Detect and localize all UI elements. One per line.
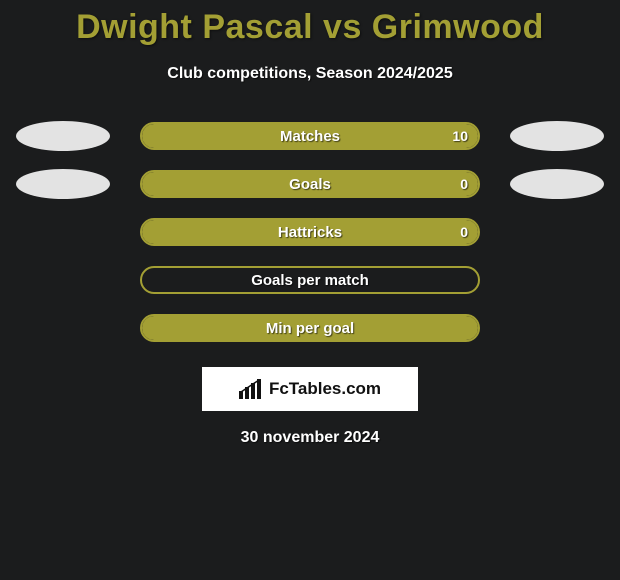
stat-bar: Goals per match [140,266,480,294]
logo-box: FcTables.com [202,367,418,411]
stat-bar: Matches 10 [140,122,480,150]
stat-row: Goals 0 [0,169,620,199]
stat-row: Matches 10 [0,121,620,151]
stat-value: 0 [460,176,468,192]
stat-label: Min per goal [266,320,354,337]
stat-bar: Min per goal [140,314,480,342]
stat-bar: Goals 0 [140,170,480,198]
stat-label: Goals per match [251,272,369,289]
stat-bar: Hattricks 0 [140,218,480,246]
stat-row: Hattricks 0 [0,217,620,247]
page-title: Dwight Pascal vs Grimwood [0,0,620,47]
stat-label: Goals [289,176,331,193]
player-ellipse-left [16,169,110,199]
stat-label: Hattricks [278,224,342,241]
stats-rows: Matches 10 Goals 0 Hattricks 0 Goals per match… [0,121,620,343]
subtitle: Club competitions, Season 2024/2025 [0,65,620,83]
chart-icon [239,379,263,399]
player-ellipse-right [510,121,604,151]
stat-value: 0 [460,224,468,240]
stat-row: Goals per match [0,265,620,295]
stat-label: Matches [280,128,340,145]
date-line: 30 november 2024 [0,429,620,447]
player-ellipse-right [510,169,604,199]
stat-value: 10 [452,128,468,144]
stat-row: Min per goal [0,313,620,343]
player-ellipse-left [16,121,110,151]
logo-text: FcTables.com [269,379,381,399]
